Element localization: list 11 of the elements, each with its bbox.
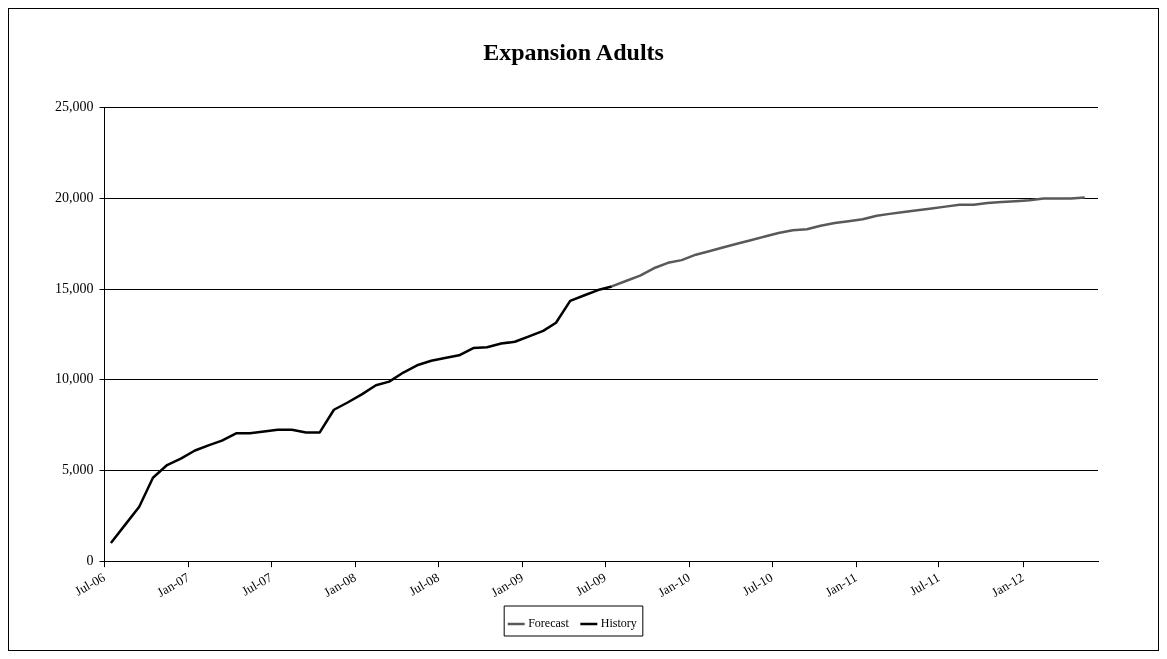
y-tick-label: 5,000 [62,462,94,478]
chart-title: Expansion Adults [483,38,664,65]
y-tick-label: 15,000 [55,280,94,296]
legend-label: Forecast [528,616,570,631]
x-tick-label: Jul-11 [906,569,943,599]
y-tick-label: 25,000 [55,99,94,115]
y-tick-label: 0 [86,552,94,568]
y-tick-label: 10,000 [55,371,94,387]
legend-label: History [600,616,637,631]
y-tick-label: 20,000 [55,190,94,206]
x-tick-label: Jul-10 [739,569,776,599]
